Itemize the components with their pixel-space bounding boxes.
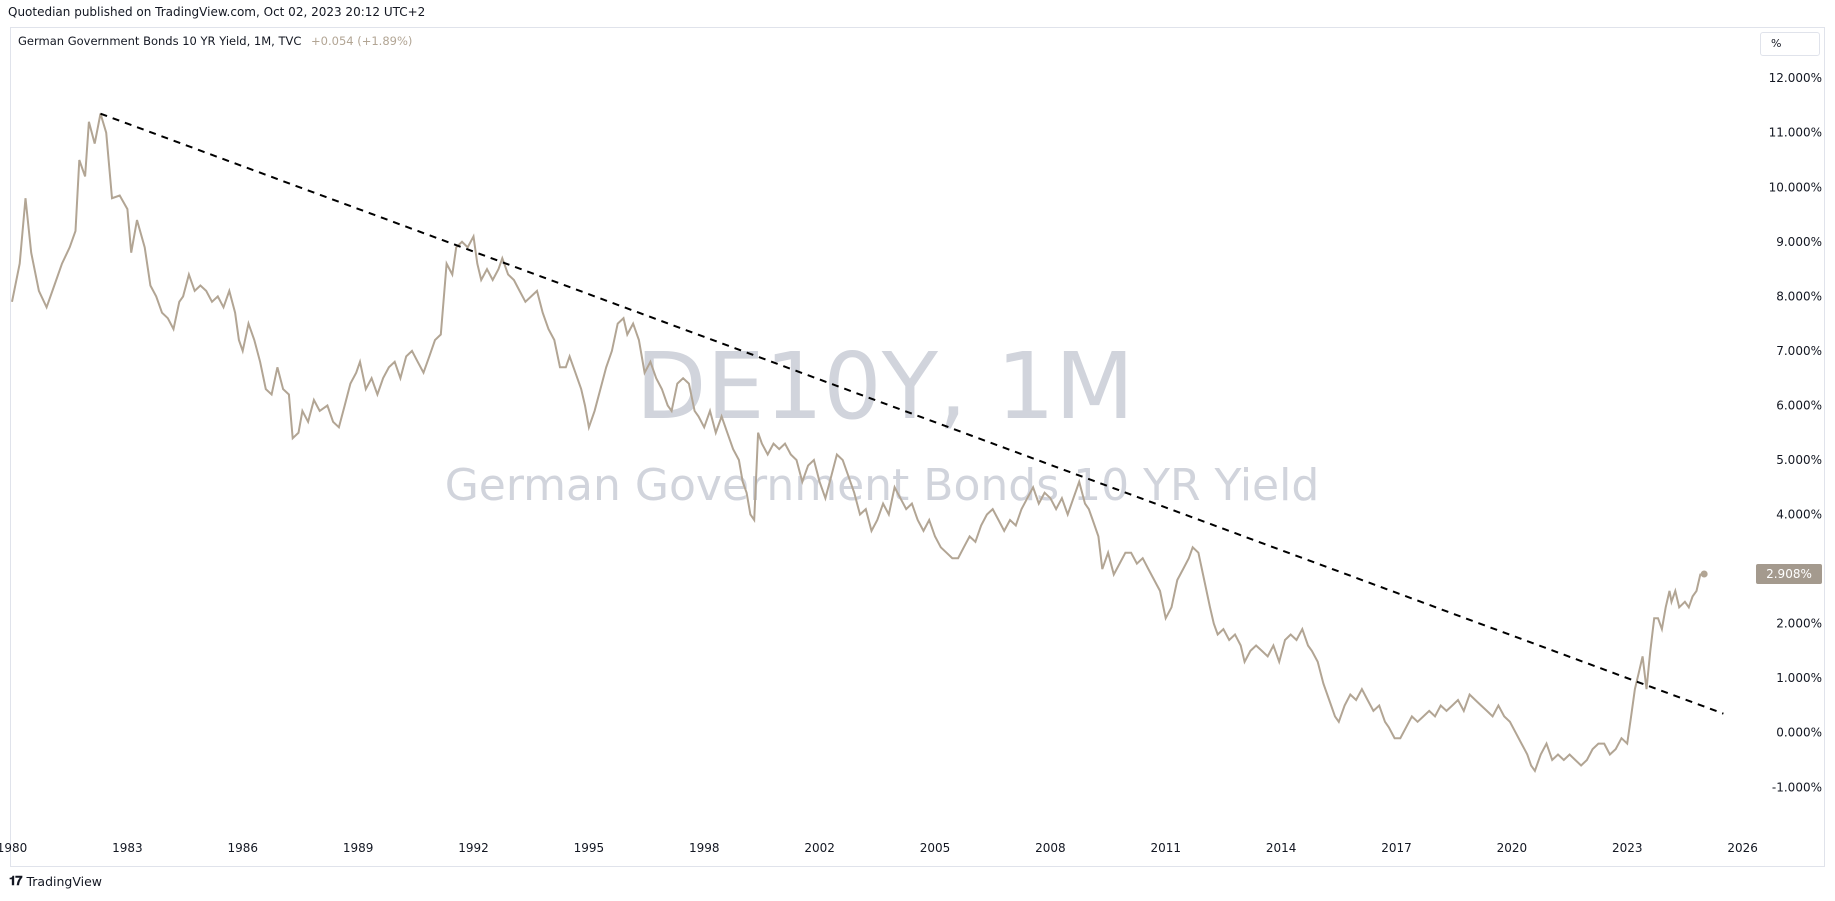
x-tick-label: 1992 xyxy=(458,841,489,855)
y-axis[interactable]: 12.000% 11.000% 10.000% 9.000% 8.000% 7.000% 6… xyxy=(1769,71,1822,794)
last-price-tag xyxy=(1756,564,1822,584)
y-tick-label: 0.000% xyxy=(1776,726,1822,740)
y-tick-label: 6.000% xyxy=(1776,398,1822,412)
trendline[interactable] xyxy=(100,112,1724,715)
y-tick-label: 8.000% xyxy=(1776,289,1822,303)
x-tick-label: 1986 xyxy=(227,841,258,855)
footer-logo[interactable]: 𝟏𝟕 TradingView xyxy=(9,874,102,889)
watermark-name: German Government Bonds 10 YR Yield xyxy=(445,460,1320,511)
x-tick-label: 1995 xyxy=(574,841,605,855)
x-axis[interactable]: 1980 1983 1986 1989 1992 1995 1998 2002 2005 2008… xyxy=(0,841,1758,855)
y-tick-label: 1.000% xyxy=(1776,671,1822,685)
x-tick-label: 2008 xyxy=(1035,841,1066,855)
x-tick-label: 1983 xyxy=(112,841,143,855)
y-tick-label: 11.000% xyxy=(1769,126,1822,140)
legend-title: German Government Bonds 10 YR Yield, 1M,… xyxy=(18,34,302,48)
legend-change: +0.054 (+1.89%) xyxy=(311,34,413,48)
y-tick-label: 9.000% xyxy=(1776,235,1822,249)
chart-legend[interactable]: German Government Bonds 10 YR Yield, 1M,… xyxy=(18,34,412,48)
last-value-dot xyxy=(1700,570,1708,578)
tradingview-logo-icon: 𝟏𝟕 xyxy=(9,874,23,889)
y-tick-label: -1.000% xyxy=(1772,780,1822,794)
y-tick-label: 12.000% xyxy=(1769,71,1822,85)
unit-toggle-button[interactable]: % xyxy=(1760,32,1820,56)
x-tick-label: 2014 xyxy=(1266,841,1297,855)
x-tick-label: 2005 xyxy=(920,841,951,855)
y-tick-label: 5.000% xyxy=(1776,453,1822,467)
footer-brand: TradingView xyxy=(26,874,102,889)
x-tick-label: 2023 xyxy=(1612,841,1643,855)
y-tick-label: 2.000% xyxy=(1776,617,1822,631)
series-line xyxy=(11,113,1705,774)
x-tick-label: 1989 xyxy=(343,841,374,855)
last-value-marker: 2.908% xyxy=(1700,564,1822,584)
x-tick-label: 2011 xyxy=(1150,841,1181,855)
x-tick-label: 2026 xyxy=(1727,841,1758,855)
x-tick-label: 2017 xyxy=(1381,841,1412,855)
watermark-symbol: DE10Y, 1M xyxy=(636,333,1135,440)
y-tick-label: 4.000% xyxy=(1776,508,1822,522)
x-tick-label: 1998 xyxy=(689,841,720,855)
last-price-label: 2.908% xyxy=(1766,567,1812,581)
x-tick-label: 1980 xyxy=(0,841,27,855)
y-tick-label: 10.000% xyxy=(1769,180,1822,194)
y-tick-label: 7.000% xyxy=(1776,344,1822,358)
chart-frame xyxy=(10,27,1825,867)
published-note: Quotedian published on TradingView.com, … xyxy=(8,5,426,19)
x-tick-label: 2002 xyxy=(804,841,835,855)
x-tick-label: 2020 xyxy=(1497,841,1528,855)
